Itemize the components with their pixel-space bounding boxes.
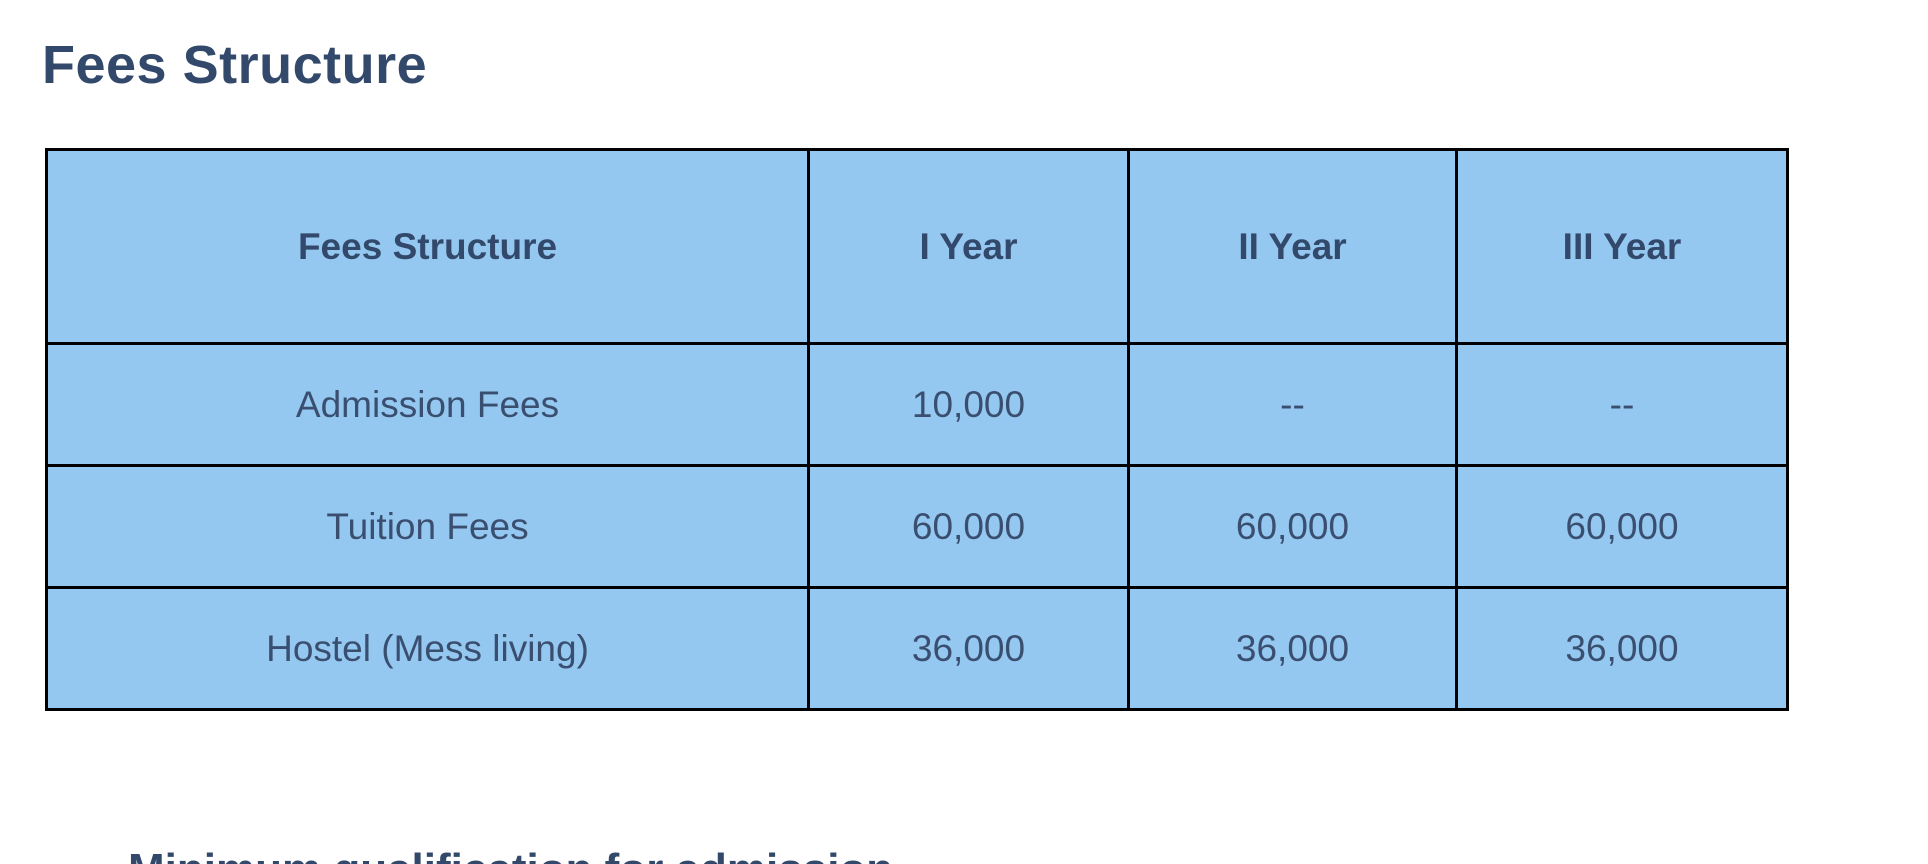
table-row-tuition-fees: Tuition Fees 60,000 60,000 60,000 [45, 464, 1789, 589]
table-cell-value: -- [1127, 342, 1458, 467]
table-cell-value: 60,000 [1455, 464, 1789, 589]
table-cell-value: 10,000 [807, 342, 1130, 467]
header-cell-fees-structure: Fees Structure [45, 148, 810, 345]
table-cell-value: -- [1455, 342, 1789, 467]
table-cell-value: 60,000 [1127, 464, 1458, 589]
table-cell-value: 60,000 [807, 464, 1130, 589]
table-row-hostel: Hostel (Mess living) 36,000 36,000 36,00… [45, 586, 1789, 711]
page-title: Fees Structure [42, 35, 428, 95]
table-cell-label: Hostel (Mess living) [45, 586, 810, 711]
table-cell-label: Admission Fees [45, 342, 810, 467]
table-cell-label: Tuition Fees [45, 464, 810, 589]
table-cell-value: 36,000 [1127, 586, 1458, 711]
fees-table-header-row: Fees Structure I Year II Year III Year [45, 148, 1789, 345]
next-section-title-cutoff: Minimum qualification for admission [128, 845, 893, 864]
table-row-admission-fees: Admission Fees 10,000 -- -- [45, 342, 1789, 467]
header-cell-year-3: III Year [1455, 148, 1789, 345]
table-cell-value: 36,000 [807, 586, 1130, 711]
header-cell-year-2: II Year [1127, 148, 1458, 345]
table-cell-value: 36,000 [1455, 586, 1789, 711]
header-cell-year-1: I Year [807, 148, 1130, 345]
fees-table: Fees Structure I Year II Year III Year A… [45, 148, 1789, 711]
